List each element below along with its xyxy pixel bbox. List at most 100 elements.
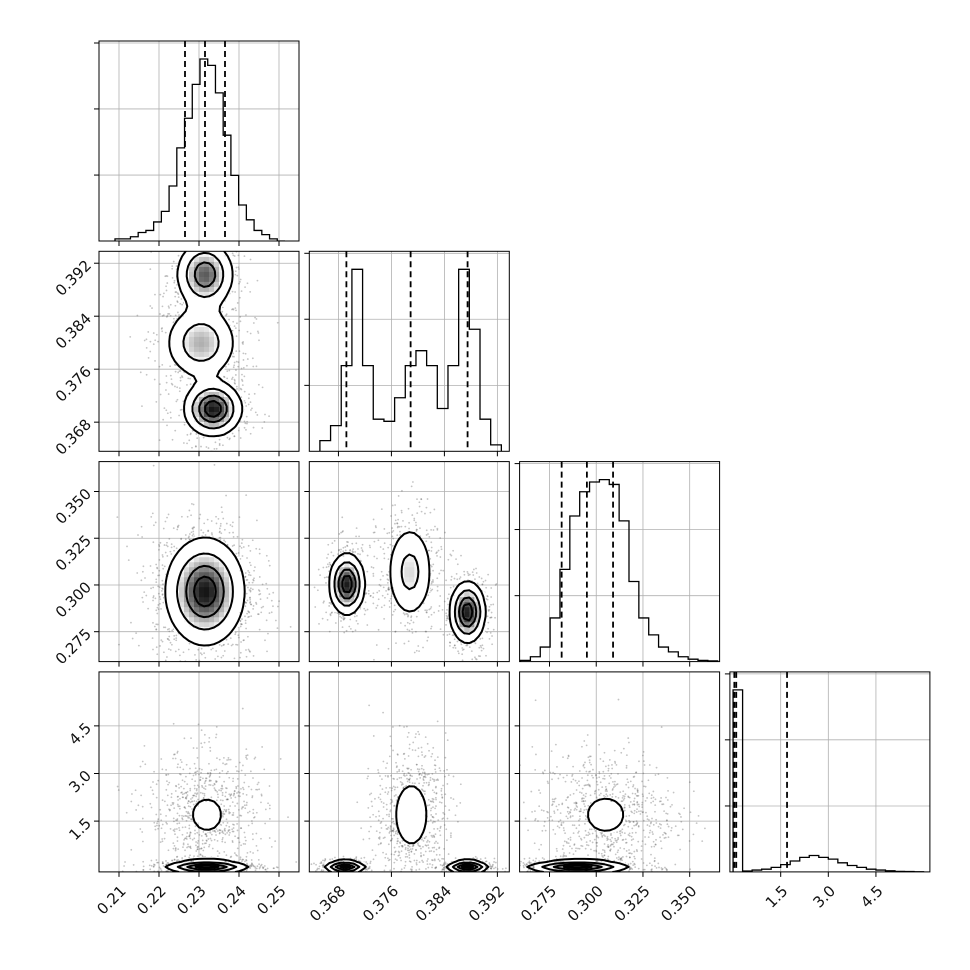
density-cell: [224, 276, 230, 282]
density-cell: [469, 616, 475, 623]
scatter-point: [174, 291, 177, 293]
scatter-point: [244, 622, 247, 625]
scatter-point: [235, 242, 237, 244]
scatter-point: [364, 592, 367, 595]
scatter-point: [372, 518, 375, 521]
density-cell: [224, 621, 230, 628]
density-cell: [449, 606, 455, 613]
scatter-point: [192, 231, 194, 233]
scatter-point: [385, 589, 387, 592]
scatter-point: [137, 644, 140, 647]
density-cell: [209, 391, 215, 397]
scatter-point: [427, 594, 430, 597]
scatter-point: [159, 393, 162, 396]
density-cell: [194, 561, 200, 568]
scatter-point: [154, 293, 156, 296]
scatter-point: [179, 379, 182, 382]
density-cell: [209, 346, 215, 352]
scatter-point: [204, 246, 206, 248]
scatter-point: [213, 464, 216, 466]
density-cell: [199, 631, 205, 638]
scatter-point: [260, 611, 263, 614]
scatter-point: [174, 650, 177, 653]
scatter-point: [244, 615, 246, 618]
density-cell: [189, 541, 195, 548]
scatter-point: [268, 564, 271, 567]
scatter-point: [387, 588, 390, 591]
density-cell: [219, 586, 225, 593]
scatter-point: [410, 485, 413, 488]
scatter-point: [158, 545, 161, 548]
scatter-point: [430, 627, 432, 630]
density-cell: [209, 571, 215, 578]
scatter-point: [229, 524, 232, 526]
scatter-point: [234, 374, 237, 376]
scatter-point: [242, 366, 245, 369]
scatter-point: [243, 426, 246, 429]
scatter-point: [248, 615, 251, 618]
scatter-point: [329, 564, 332, 566]
density-cell: [189, 611, 195, 618]
scatter-point: [235, 266, 238, 269]
density-cell: [219, 571, 225, 578]
density-cell: [204, 316, 210, 322]
scatter-point: [178, 387, 181, 390]
scatter-point: [442, 569, 445, 572]
scatter-point: [357, 552, 359, 555]
scatter-point: [235, 350, 238, 353]
scatter-point: [484, 579, 487, 582]
density-cell: [214, 611, 220, 618]
scatter-point: [152, 586, 155, 589]
scatter-point: [151, 637, 154, 640]
density-cell: [234, 411, 240, 417]
scatter-point: [240, 388, 243, 391]
scatter-point: [232, 308, 235, 311]
density-cell: [209, 556, 215, 563]
scatter-point: [231, 545, 234, 547]
scatter-point: [192, 503, 195, 506]
scatter-point: [382, 548, 385, 550]
scatter-point: [461, 659, 464, 662]
scatter-point: [449, 644, 451, 647]
scatter-point: [266, 597, 269, 599]
scatter-point: [251, 357, 254, 360]
scatter-point: [430, 589, 432, 592]
density-cell: [194, 616, 200, 623]
scatter-point: [408, 521, 410, 524]
scatter-point: [446, 634, 449, 636]
scatter-point: [165, 275, 168, 277]
density-cell: [219, 616, 225, 623]
contour-line: [164, 536, 246, 647]
scatter-point: [256, 330, 259, 333]
scatter-point: [149, 305, 152, 307]
density-cell: [204, 406, 210, 412]
scatter-point: [154, 521, 157, 524]
density-cell: [209, 306, 215, 312]
scatter-point: [357, 622, 359, 625]
density-cell: [459, 631, 465, 638]
scatter-point: [436, 589, 439, 592]
scatter-point: [373, 658, 375, 661]
scatter-point: [234, 307, 237, 310]
scatter-point: [159, 541, 162, 544]
density-cell: [214, 541, 220, 548]
density-cell: [204, 556, 210, 563]
density-cell: [194, 636, 200, 643]
density-cell: [179, 286, 185, 292]
scatter-point: [246, 330, 249, 333]
scatter-point: [167, 305, 170, 308]
density-cell: [174, 326, 180, 332]
density-cell: [199, 326, 205, 332]
scatter-point: [166, 516, 168, 519]
scatter-point: [140, 579, 143, 582]
density-cell: [184, 571, 190, 578]
scatter-point: [249, 332, 252, 335]
scatter-point: [189, 538, 191, 541]
scatter-point: [407, 615, 409, 618]
density-cell: [229, 621, 235, 628]
scatter-point: [164, 626, 167, 629]
density-cell: [199, 561, 205, 568]
scatter-point: [118, 643, 120, 646]
scatter-point: [425, 611, 428, 614]
scatter-point: [171, 383, 174, 386]
